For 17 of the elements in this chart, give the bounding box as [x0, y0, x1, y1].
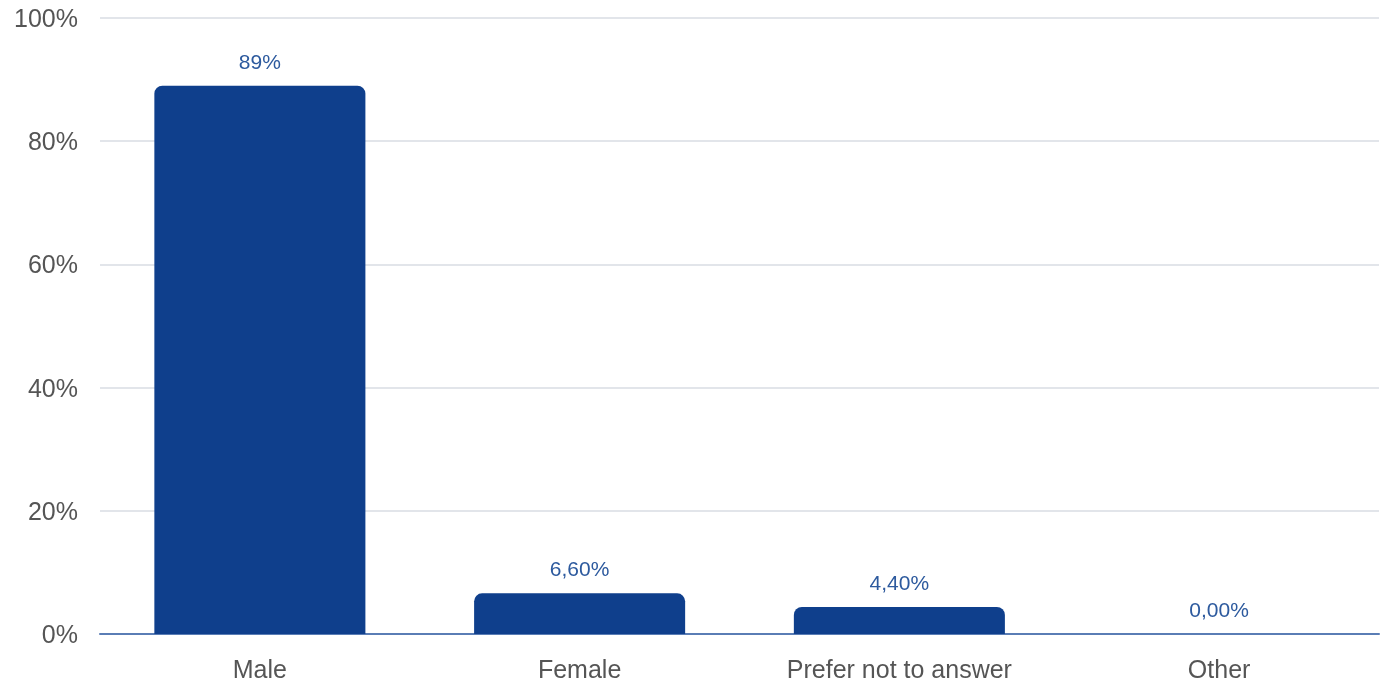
y-tick-label: 40% — [27, 373, 78, 402]
data-label: 6,60% — [549, 557, 610, 581]
bar — [154, 85, 366, 634]
bar — [474, 593, 686, 634]
x-tick-label: Other — [1187, 654, 1251, 683]
y-tick-label: 0% — [41, 620, 78, 648]
data-label: 0,00% — [1189, 598, 1249, 621]
y-tick-label: 20% — [27, 496, 78, 525]
bar — [793, 606, 1005, 634]
x-tick-label: Prefer not to answer — [786, 654, 1012, 683]
data-label: 89% — [238, 49, 281, 73]
y-tick-label: 80% — [27, 127, 78, 156]
x-tick-label: Female — [537, 654, 622, 683]
y-tick-label: 60% — [27, 250, 78, 279]
x-tick-label: Male — [232, 654, 287, 683]
y-tick-label: 100% — [14, 4, 78, 32]
data-label: 4,40% — [869, 570, 930, 594]
